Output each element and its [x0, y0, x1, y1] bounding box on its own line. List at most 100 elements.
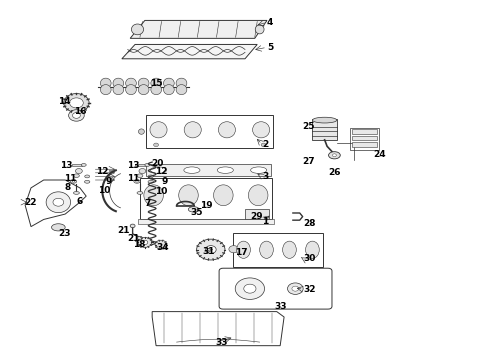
Ellipse shape	[155, 240, 167, 249]
Ellipse shape	[148, 175, 153, 178]
Ellipse shape	[151, 78, 162, 88]
Ellipse shape	[205, 246, 216, 253]
Text: 7: 7	[145, 199, 151, 208]
Ellipse shape	[145, 163, 150, 166]
Ellipse shape	[255, 25, 264, 34]
Text: 13: 13	[60, 161, 73, 170]
Text: 12: 12	[155, 167, 167, 176]
Ellipse shape	[113, 85, 124, 95]
Ellipse shape	[46, 192, 71, 213]
Text: 9: 9	[162, 177, 168, 186]
Ellipse shape	[139, 168, 146, 174]
Text: 17: 17	[235, 248, 248, 257]
Text: 11: 11	[64, 174, 77, 183]
Ellipse shape	[138, 85, 149, 95]
Text: 34: 34	[156, 243, 169, 252]
Polygon shape	[152, 312, 284, 346]
Ellipse shape	[142, 240, 148, 244]
Text: 22: 22	[24, 198, 37, 207]
Ellipse shape	[113, 78, 124, 88]
Bar	[352, 135, 377, 140]
Ellipse shape	[261, 143, 266, 147]
Ellipse shape	[196, 239, 225, 260]
Ellipse shape	[235, 278, 265, 300]
Ellipse shape	[164, 85, 174, 95]
Ellipse shape	[248, 185, 268, 206]
Ellipse shape	[188, 207, 199, 212]
Text: 14: 14	[58, 96, 71, 105]
Ellipse shape	[70, 98, 83, 108]
Text: 5: 5	[267, 43, 273, 52]
Text: 33: 33	[274, 302, 287, 311]
Ellipse shape	[329, 152, 340, 159]
Ellipse shape	[74, 174, 79, 177]
Bar	[350, 128, 379, 149]
Ellipse shape	[229, 246, 239, 253]
Ellipse shape	[306, 241, 319, 258]
Ellipse shape	[144, 185, 163, 206]
Ellipse shape	[125, 78, 136, 88]
Ellipse shape	[75, 168, 82, 174]
Text: 11: 11	[127, 174, 139, 183]
Text: 32: 32	[304, 285, 316, 294]
Polygon shape	[130, 21, 267, 39]
Bar	[147, 164, 271, 176]
Text: 13: 13	[127, 161, 139, 170]
Ellipse shape	[100, 85, 111, 95]
Text: 10: 10	[155, 187, 167, 196]
Text: 6: 6	[76, 197, 83, 206]
Ellipse shape	[74, 192, 79, 194]
Ellipse shape	[154, 143, 159, 147]
Ellipse shape	[179, 185, 198, 206]
Text: 19: 19	[200, 201, 213, 210]
Ellipse shape	[131, 24, 144, 35]
Ellipse shape	[313, 117, 337, 123]
Ellipse shape	[283, 241, 296, 258]
Text: 24: 24	[373, 150, 386, 159]
Text: 26: 26	[328, 168, 341, 177]
Ellipse shape	[252, 122, 270, 138]
Ellipse shape	[137, 174, 143, 177]
Ellipse shape	[151, 85, 162, 95]
Ellipse shape	[176, 85, 187, 95]
Ellipse shape	[184, 122, 201, 138]
Bar	[140, 178, 272, 220]
Text: 12: 12	[96, 167, 108, 176]
Ellipse shape	[176, 78, 187, 88]
Text: 30: 30	[304, 255, 316, 264]
Bar	[135, 163, 146, 166]
FancyBboxPatch shape	[219, 268, 332, 309]
Bar	[352, 129, 377, 134]
Ellipse shape	[138, 78, 149, 88]
Bar	[313, 119, 337, 140]
Text: 33: 33	[216, 338, 228, 347]
Ellipse shape	[150, 122, 167, 138]
Text: 18: 18	[133, 240, 145, 249]
Ellipse shape	[292, 286, 299, 291]
Ellipse shape	[139, 129, 145, 134]
Bar	[72, 163, 82, 166]
Ellipse shape	[53, 198, 64, 206]
Text: 28: 28	[304, 219, 316, 228]
Text: 27: 27	[303, 157, 315, 166]
Ellipse shape	[85, 175, 90, 178]
Ellipse shape	[150, 167, 167, 174]
Ellipse shape	[71, 180, 76, 183]
Bar	[138, 219, 274, 224]
Ellipse shape	[244, 284, 256, 293]
Text: 21: 21	[117, 226, 129, 235]
Ellipse shape	[51, 224, 65, 231]
Ellipse shape	[73, 181, 74, 182]
Ellipse shape	[332, 154, 336, 157]
Ellipse shape	[164, 78, 174, 88]
Bar	[245, 209, 270, 220]
Ellipse shape	[288, 283, 303, 294]
Text: 35: 35	[190, 208, 203, 217]
Ellipse shape	[81, 163, 86, 166]
Ellipse shape	[69, 110, 84, 121]
Text: 31: 31	[202, 247, 215, 256]
Polygon shape	[25, 180, 86, 226]
Text: 1: 1	[262, 217, 269, 226]
Ellipse shape	[130, 224, 135, 228]
Ellipse shape	[100, 78, 111, 88]
